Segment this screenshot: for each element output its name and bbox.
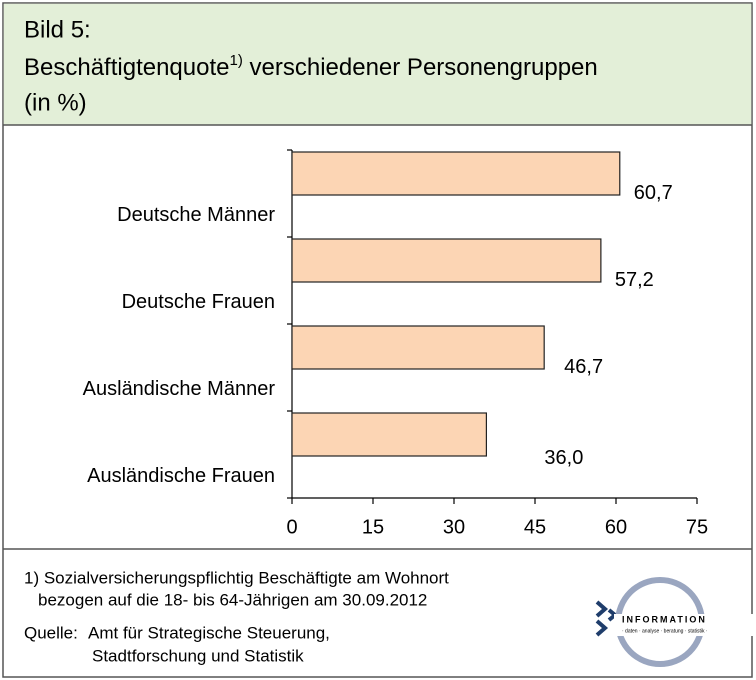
category-label: Deutsche Frauen: [122, 291, 275, 313]
source-label: Quelle:: [24, 623, 78, 642]
x-tick-label: 30: [443, 516, 465, 538]
source: Amt für Strategische Steuerung,: [88, 623, 330, 642]
title-rest: verschiedener Personengruppen: [243, 54, 598, 81]
x-tick-label: 60: [605, 516, 627, 538]
title-main: Beschäftigtenquote: [24, 54, 230, 81]
logo-name: INFORMATION: [622, 614, 707, 624]
x-tick-label: 75: [686, 516, 708, 538]
category-label: Deutsche Männer: [117, 204, 275, 226]
x-tick-label: 45: [524, 516, 546, 538]
category-label: Ausländische Männer: [83, 378, 276, 400]
category-label: Ausländische Frauen: [87, 465, 275, 487]
value-label: 57,2: [615, 269, 654, 291]
logo-band: [614, 614, 756, 636]
footnote: 1) Sozialversicherungspflichtig Beschäft…: [24, 568, 449, 587]
title-sup: 1): [230, 52, 243, 69]
title: Beschäftigtenquote1) verschiedener Perso…: [24, 52, 598, 81]
logo-chevrons: [595, 600, 609, 637]
x-tick-label: 0: [286, 516, 297, 538]
header-bg: [3, 3, 752, 125]
logo-tagline: · daten · analyse · beratung · statistik…: [622, 628, 708, 634]
x-tick-label: 15: [362, 516, 384, 538]
bar: [291, 412, 487, 457]
logo: INFORMATION · daten · analyse · beratung…: [595, 577, 756, 667]
source: Stadtforschung und Statistik: [92, 646, 304, 665]
bar: [291, 151, 621, 196]
bar: [291, 238, 602, 283]
title-line: Bild 5:: [24, 16, 91, 43]
value-label: 36,0: [544, 447, 583, 469]
value-label: 46,7: [564, 356, 603, 378]
title-line: (in %): [24, 89, 87, 116]
value-label: 60,7: [634, 182, 673, 204]
bar: [291, 325, 545, 370]
footnote: bezogen auf die 18- bis 64-Jährigen am 3…: [38, 590, 427, 609]
